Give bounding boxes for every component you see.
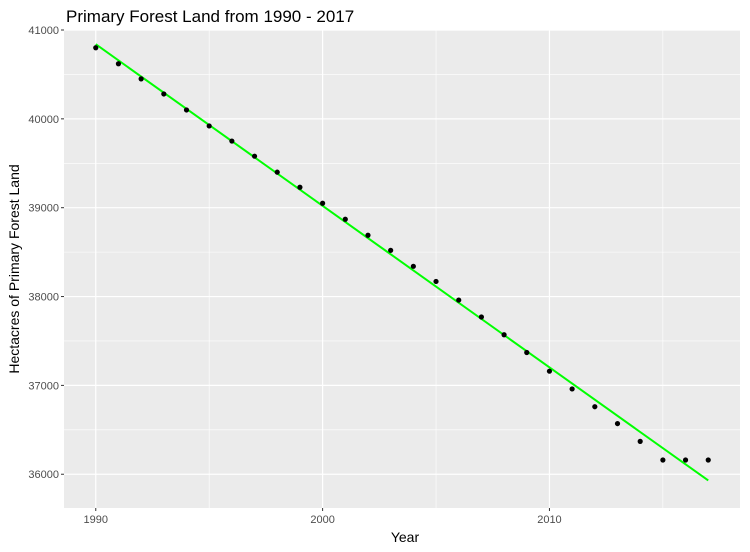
y-tick-label: 40000 xyxy=(28,114,59,126)
y-tick-label: 41000 xyxy=(28,25,59,37)
data-point xyxy=(524,349,530,356)
y-tick-label: 36000 xyxy=(28,469,59,481)
data-point xyxy=(501,332,507,338)
data-points xyxy=(93,45,711,463)
minor-gridlines xyxy=(64,30,740,508)
data-point xyxy=(229,138,235,144)
trend-line xyxy=(95,43,709,482)
data-point xyxy=(388,247,394,253)
data-point xyxy=(569,386,575,392)
x-axis-title: Year xyxy=(391,529,420,545)
data-point xyxy=(410,263,416,269)
data-point xyxy=(433,278,439,285)
y-axis-title: Hectacres of Primary Forest Land xyxy=(6,164,22,373)
data-point xyxy=(637,438,643,444)
data-point xyxy=(592,404,598,410)
data-point xyxy=(115,61,122,67)
data-point xyxy=(161,91,167,97)
x-tick-label: 2010 xyxy=(537,514,561,526)
y-tick-label: 37000 xyxy=(28,380,59,392)
data-point xyxy=(274,169,280,175)
data-point xyxy=(342,216,348,222)
x-tick-label: 1990 xyxy=(84,514,108,526)
y-axis-ticks: 36000 37000 38000 39000 40000 41000 xyxy=(28,25,64,481)
data-point xyxy=(705,457,711,463)
data-point xyxy=(138,76,144,82)
data-point xyxy=(660,457,666,463)
y-tick-label: 39000 xyxy=(28,203,59,215)
chart-title: Primary Forest Land from 1990 - 2017 xyxy=(66,7,354,26)
x-tick-label: 2000 xyxy=(310,514,334,526)
data-point xyxy=(682,457,689,463)
data-point xyxy=(183,107,190,113)
data-point xyxy=(478,314,484,320)
trend-line-group xyxy=(95,43,709,482)
data-point xyxy=(456,297,462,303)
data-point xyxy=(93,45,99,51)
data-point xyxy=(297,184,303,190)
data-point xyxy=(546,368,553,374)
data-point xyxy=(206,123,212,129)
data-point xyxy=(251,153,258,159)
plot-panel xyxy=(64,30,740,508)
y-tick-label: 38000 xyxy=(28,292,59,304)
data-point xyxy=(614,420,621,427)
major-gridlines xyxy=(64,29,740,508)
data-point xyxy=(320,200,326,206)
data-point xyxy=(365,232,371,238)
x-axis-ticks: 1990 2000 2010 xyxy=(84,508,562,526)
